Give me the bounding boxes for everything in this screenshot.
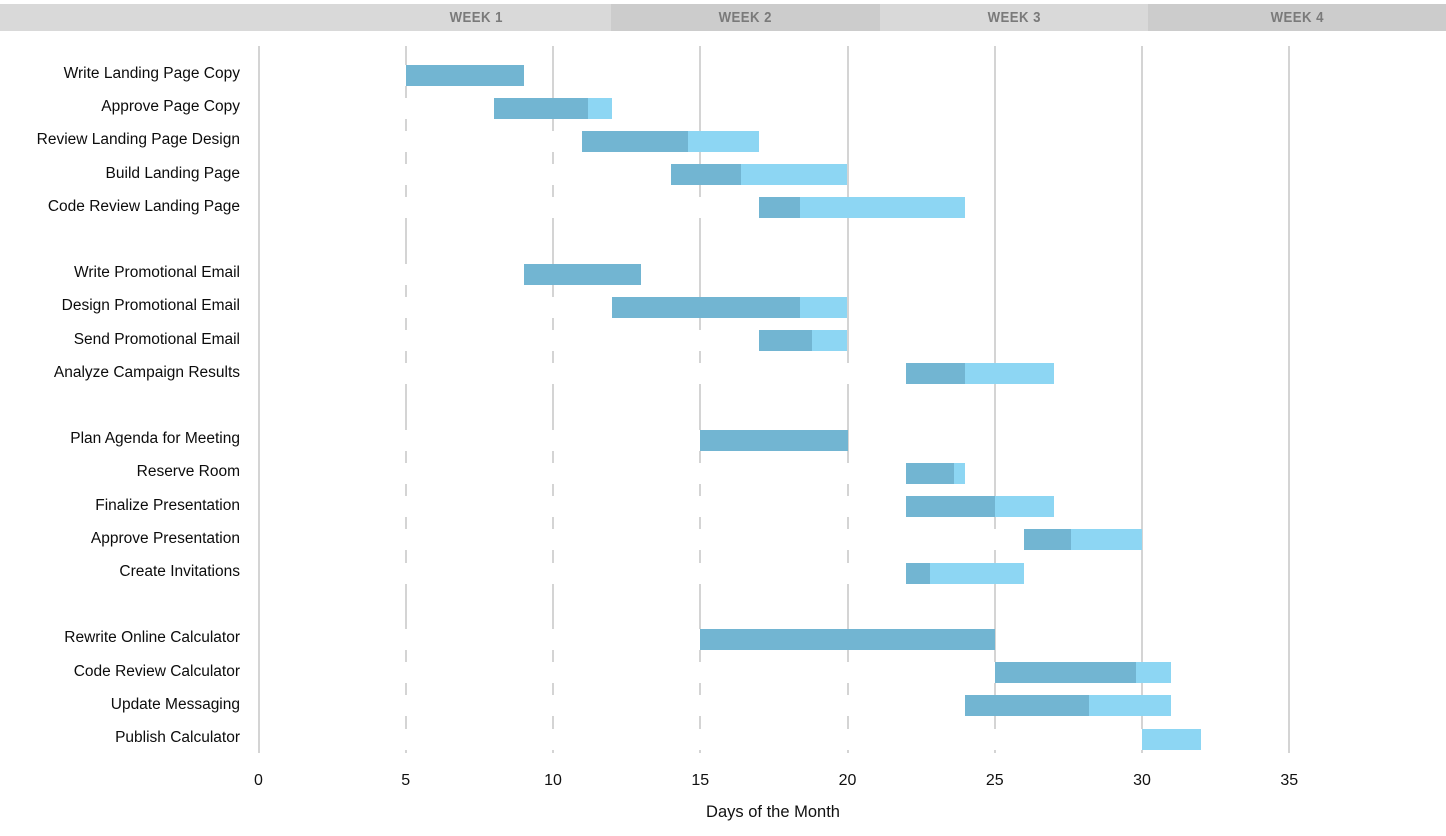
task-bar-complete (582, 130, 689, 152)
gridline-day-35 (1288, 46, 1291, 753)
x-tick-label-30: 30 (1133, 772, 1151, 789)
task-offset-cover (260, 130, 583, 152)
task-bar-complete (759, 197, 801, 219)
task-row-label: Review Landing Page Design (36, 131, 240, 149)
task-row-label: Publish Calculator (115, 729, 240, 746)
task-offset-cover (260, 695, 966, 717)
task-bar-remaining (1088, 695, 1172, 717)
task-bar-complete (700, 628, 995, 650)
task-row-label: Reserve Room (136, 463, 240, 481)
task-offset-cover (260, 529, 1025, 551)
week-band-empty (0, 4, 342, 31)
task-bar-complete (906, 562, 930, 584)
week-band-4: WEEK 4 (1148, 4, 1446, 31)
task-offset-cover (260, 462, 907, 484)
task-bar-complete (405, 64, 524, 86)
task-bar-complete (906, 363, 966, 385)
task-bar-remaining (965, 363, 1054, 385)
gridline-day-20 (846, 46, 849, 753)
task-row-label: Write Promotional Email (74, 264, 240, 282)
task-row-label: Send Promotional Email (73, 330, 240, 348)
task-bar-complete (906, 496, 995, 518)
task-bar-complete (965, 695, 1089, 717)
task-row-label: Build Landing Page (105, 164, 240, 182)
gridline-day-10 (552, 46, 554, 753)
task-row-label: Approve Page Copy (101, 98, 240, 116)
task-bar-remaining (1136, 662, 1172, 684)
task-offset-cover (260, 562, 907, 584)
gridline-day-15 (699, 46, 702, 753)
week-band-2: WEEK 2 (611, 4, 880, 31)
x-tick-label-15: 15 (691, 772, 710, 789)
task-bar-complete (1024, 529, 1072, 551)
task-bar-complete (670, 164, 742, 186)
x-tick-label-0: 0 (254, 772, 263, 789)
task-bar-remaining (812, 330, 848, 352)
task-offset-cover (260, 728, 1142, 750)
gridline-day-25 (993, 46, 996, 753)
task-row-label: Approve Presentation (90, 529, 240, 547)
week-band-label: WEEK 1 (449, 9, 504, 26)
task-bar-complete (494, 97, 589, 119)
task-bar-remaining (1071, 529, 1142, 551)
task-offset-cover (260, 496, 907, 518)
task-offset-cover (260, 429, 701, 451)
task-bar-remaining (929, 562, 1025, 584)
gridline-day-0 (257, 46, 260, 753)
task-bar-complete (611, 296, 801, 318)
task-bar-complete (523, 263, 642, 285)
task-bar-remaining (588, 97, 612, 119)
task-bar-remaining (994, 496, 1054, 518)
x-tick-label-35: 35 (1280, 772, 1299, 789)
task-offset-cover (260, 628, 701, 650)
task-bar-remaining (800, 197, 966, 219)
week-band-1: WEEK 1 (342, 4, 611, 31)
task-offset-cover (260, 263, 524, 285)
task-row-label: Design Promotional Email (61, 297, 240, 315)
task-offset-cover (260, 662, 995, 684)
task-offset-cover (260, 363, 907, 385)
task-row-label: Update Messaging (110, 695, 240, 713)
task-row-label: Code Review Landing Page (47, 197, 240, 215)
week-band-3: WEEK 3 (880, 4, 1148, 31)
task-bar-complete (700, 429, 848, 451)
gridline-day-5 (404, 46, 407, 753)
task-offset-cover (260, 164, 671, 186)
task-bar-remaining (800, 296, 848, 318)
x-tick-label-25: 25 (985, 772, 1004, 789)
x-tick-label-5: 5 (401, 772, 411, 789)
task-row-label: Finalize Presentation (95, 496, 240, 514)
task-offset-cover (260, 64, 406, 86)
task-offset-cover (260, 330, 760, 352)
x-tick-label-10: 10 (544, 772, 562, 789)
task-row-label: Plan Agenda for Meeting (70, 430, 240, 448)
x-tick-label-20: 20 (838, 772, 857, 789)
task-bar-remaining (688, 130, 760, 152)
task-offset-cover (260, 197, 760, 219)
task-bar-remaining (1142, 728, 1201, 750)
week-band-label: WEEK 4 (1270, 9, 1324, 26)
task-row-label: Rewrite Online Calculator (64, 629, 240, 647)
task-bar-complete (759, 330, 813, 352)
task-bar-complete (906, 462, 954, 484)
week-band-label: WEEK 2 (718, 9, 773, 26)
task-row-label: Create Invitations (119, 563, 240, 580)
week-band-label: WEEK 3 (987, 9, 1041, 26)
task-row-label: Code Review Calculator (73, 662, 240, 680)
task-bar-remaining (953, 462, 966, 484)
task-offset-cover (260, 296, 612, 318)
x-axis-title: Days of the Month (706, 803, 840, 821)
task-offset-cover (260, 97, 495, 119)
task-bar-complete (994, 662, 1137, 684)
task-row-label: Analyze Campaign Results (53, 363, 240, 381)
gridline-day-30 (1141, 46, 1143, 753)
task-row-label: Write Landing Page Copy (63, 65, 240, 82)
task-bar-remaining (741, 164, 848, 186)
